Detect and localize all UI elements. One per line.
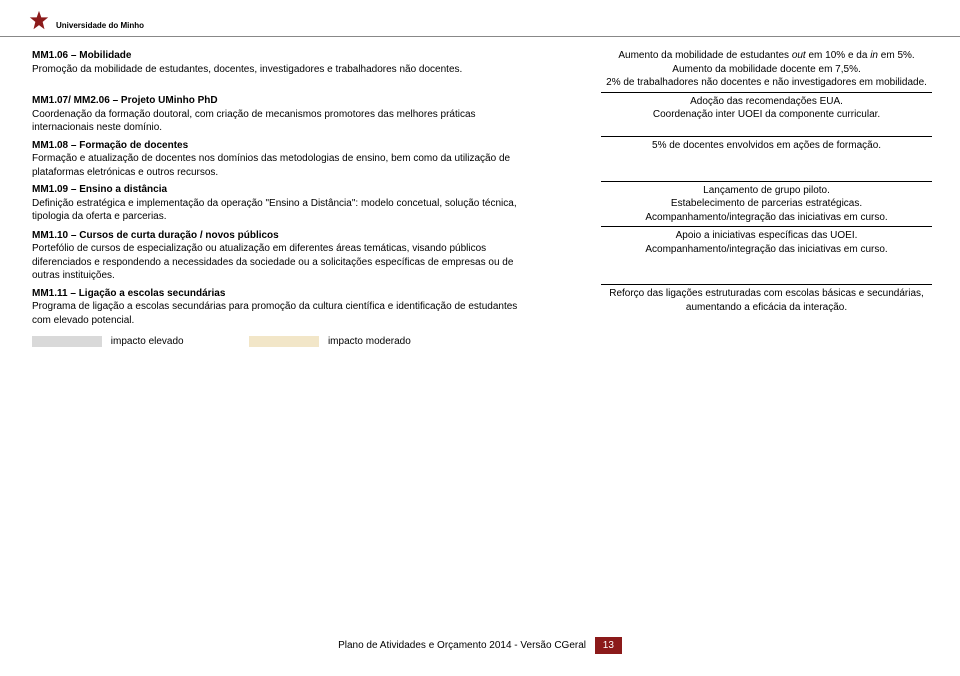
outcome-line: Coordenação inter UOEI da componente cur… [653, 109, 880, 120]
measure-gap-cell [543, 47, 602, 92]
measure-title: MM1.11 – Ligação a escolas secundárias [32, 288, 225, 299]
measure-title: MM1.09 – Ensino a distância [32, 184, 167, 195]
measure-title: MM1.07/ MM2.06 – Projeto UMinho PhD [32, 95, 218, 106]
measure-row: MM1.07/ MM2.06 – Projeto UMinho PhD Coord… [28, 92, 932, 137]
measure-gap-cell [543, 227, 602, 285]
outcome-line: 2% de trabalhadores não docentes e não i… [606, 77, 927, 88]
measure-description: Definição estratégica e implementação da… [32, 198, 517, 223]
measure-gap-cell [543, 92, 602, 137]
outcome-line: Reforço das ligações estruturadas com es… [609, 288, 924, 313]
footer-text: Plano de Atividades e Orçamento 2014 - V… [338, 640, 586, 651]
measure-description: Programa de ligação a escolas secundária… [32, 301, 517, 326]
measure-right-cell: Reforço das ligações estruturadas com es… [601, 285, 932, 330]
document-body: MM1.06 – Mobilidade Promoção da mobilidad… [0, 37, 960, 351]
measure-right-cell: Apoio a iniciativas específicas das UOEI… [601, 227, 932, 285]
measures-table: MM1.06 – Mobilidade Promoção da mobilidad… [28, 47, 932, 351]
measure-row: MM1.08 – Formação de docentes Formação e … [28, 137, 932, 182]
measure-title: MM1.06 – Mobilidade [32, 50, 131, 61]
legend-swatch-moderate [249, 336, 319, 347]
university-name: Universidade do Minho [56, 21, 144, 30]
measure-gap-cell [543, 285, 602, 330]
measure-description: Promoção da mobilidade de estudantes, do… [32, 64, 462, 75]
page-footer: Plano de Atividades e Orçamento 2014 - V… [0, 637, 960, 654]
measure-left-cell: MM1.11 – Ligação a escolas secundárias Pr… [28, 285, 543, 330]
page-number: 13 [595, 637, 622, 654]
measure-left-cell: MM1.10 – Cursos de curta duração / novos… [28, 227, 543, 285]
measure-row: MM1.09 – Ensino a distância Definição est… [28, 181, 932, 227]
measure-left-cell: MM1.09 – Ensino a distância Definição est… [28, 181, 543, 227]
outcome-line: 5% de docentes envolvidos em ações de fo… [652, 140, 881, 151]
measure-gap-cell [543, 137, 602, 182]
measure-left-cell: MM1.08 – Formação de docentes Formação e … [28, 137, 543, 182]
star-logo-icon [28, 10, 50, 32]
legend-label-high: impacto elevado [111, 336, 184, 347]
page-header: Universidade do Minho [0, 0, 960, 37]
legend-label-moderate: impacto moderado [328, 336, 411, 347]
measure-description: Coordenação da formação doutoral, com cr… [32, 109, 476, 134]
outcome-line: Apoio a iniciativas específicas das UOEI… [676, 230, 858, 241]
measure-right-cell: Aumento da mobilidade de estudantes out … [601, 47, 932, 92]
outcome-line: Acompanhamento/integração das iniciativa… [645, 244, 887, 255]
outcome-line: Acompanhamento/integração das iniciativa… [645, 212, 887, 223]
measure-description: Portefólio de cursos de especialização o… [32, 243, 513, 281]
measure-row: MM1.11 – Ligação a escolas secundárias Pr… [28, 285, 932, 330]
measure-right-cell: Adoção das recomendações EUA. Coordenação… [601, 92, 932, 137]
measure-right-cell: Lançamento de grupo piloto. Estabelecimen… [601, 181, 932, 227]
outcome-line: Aumento da mobilidade de estudantes out … [618, 50, 914, 61]
measure-gap-cell [543, 181, 602, 227]
outcome-line: Adoção das recomendações EUA. [690, 96, 843, 107]
measure-description: Formação e atualização de docentes nos d… [32, 153, 510, 178]
measure-left-cell: MM1.07/ MM2.06 – Projeto UMinho PhD Coord… [28, 92, 543, 137]
outcome-line: Aumento da mobilidade docente em 7,5%. [672, 64, 860, 75]
legend-swatch-high [32, 336, 102, 347]
measure-right-cell: 5% de docentes envolvidos em ações de fo… [601, 137, 932, 182]
measure-row: MM1.06 – Mobilidade Promoção da mobilidad… [28, 47, 932, 92]
measure-row: MM1.10 – Cursos de curta duração / novos… [28, 227, 932, 285]
measure-title: MM1.08 – Formação de docentes [32, 140, 188, 151]
outcome-line: Estabelecimento de parcerias estratégica… [671, 198, 862, 209]
measure-left-cell: MM1.06 – Mobilidade Promoção da mobilidad… [28, 47, 543, 92]
outcome-line: Lançamento de grupo piloto. [703, 185, 830, 196]
measure-title: MM1.10 – Cursos de curta duração / novos… [32, 230, 279, 241]
legend-row: impacto elevado impacto moderado [28, 329, 932, 351]
